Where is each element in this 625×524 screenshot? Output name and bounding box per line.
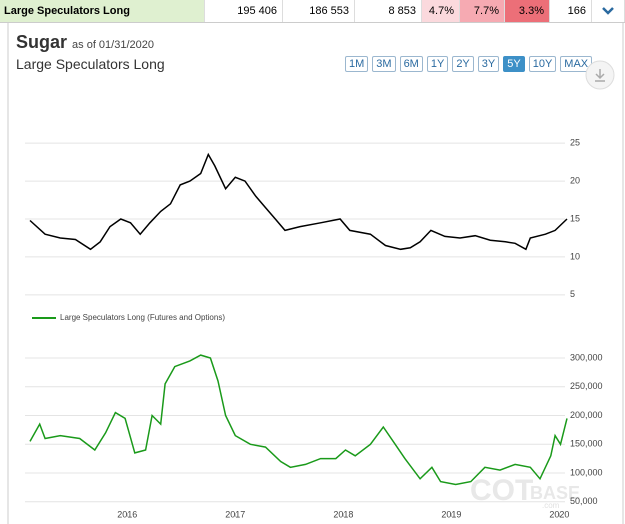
as-of: as of 01/31/2020 xyxy=(72,39,154,51)
y-tick-label: 100,000 xyxy=(570,467,603,477)
range-button[interactable]: 2Y xyxy=(452,56,474,72)
data-line xyxy=(29,354,568,486)
range-button[interactable]: 1M xyxy=(345,56,369,72)
y-tick-label: 200,000 xyxy=(570,410,603,420)
dropdown-arrow xyxy=(602,7,614,15)
header-cell: 166 xyxy=(550,0,592,22)
range-buttons: 1M 3M 6M 1Y 2Y 3Y 5Y 10Y MAX xyxy=(345,56,593,72)
title-block: Sugar as of 01/31/2020 xyxy=(16,32,154,53)
x-tick-label: 2018 xyxy=(333,509,353,519)
dropdown[interactable] xyxy=(592,0,625,22)
header-row: Large Speculators Long 195 406 186 553 8 85… xyxy=(0,0,625,23)
header-cell: 8 853 xyxy=(355,0,422,22)
header-cell: 186 553 xyxy=(283,0,355,22)
y-tick-label: 25 xyxy=(570,138,580,148)
y-tick-label: 15 xyxy=(570,213,580,223)
x-tick-label: 2016 xyxy=(117,509,137,519)
range-button[interactable]: 5Y xyxy=(503,56,525,72)
data-line xyxy=(29,152,568,251)
y-tick-label: 50,000 xyxy=(570,496,598,506)
y-tick-label: 20 xyxy=(570,175,580,185)
y-tick-label: 10 xyxy=(570,251,580,261)
header-cell: 4.7% xyxy=(422,0,460,22)
y-tick-label: 5 xyxy=(570,289,575,299)
header-cell: 3.3% xyxy=(505,0,550,22)
legend-label: Large Speculators Long (Futures and Opti… xyxy=(60,313,225,322)
y-tick-label: 300,000 xyxy=(570,352,603,362)
range-button[interactable]: 6M xyxy=(399,56,423,72)
x-tick-label: 2017 xyxy=(225,509,245,519)
y-tick-label: 150,000 xyxy=(570,439,603,449)
header-cell: Large Speculators Long xyxy=(0,0,205,22)
watermark: BASE xyxy=(530,483,580,503)
watermark: COT xyxy=(470,474,533,507)
y-tick-label: 250,000 xyxy=(570,381,603,391)
range-button[interactable]: 3M xyxy=(372,56,396,72)
title: Sugar xyxy=(16,32,68,52)
range-button[interactable]: 3Y xyxy=(477,56,500,72)
download-icon xyxy=(595,69,605,82)
watermark: .com xyxy=(542,501,560,510)
range-button[interactable]: 1Y xyxy=(426,56,449,72)
x-tick-label: 2019 xyxy=(441,509,461,519)
subtitle: Large Speculators Long xyxy=(16,56,165,72)
range-button[interactable]: MAX xyxy=(560,56,593,72)
header-cell: 195 406 xyxy=(205,0,283,22)
range-button[interactable]: 10Y xyxy=(528,56,557,72)
x-tick-label: 2020 xyxy=(549,509,569,519)
header-cell: 7.7% xyxy=(460,0,505,22)
